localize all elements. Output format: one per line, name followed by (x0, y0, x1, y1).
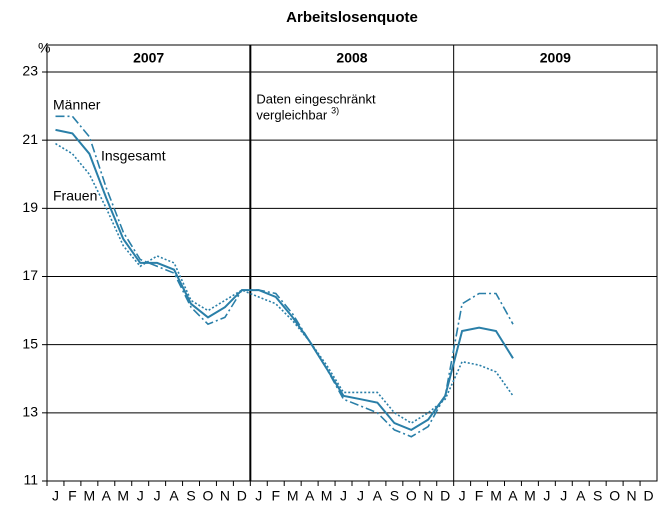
x-tick-label: O (609, 488, 620, 504)
y-tick-label: 15 (22, 335, 38, 351)
y-tick-label: 19 (22, 199, 38, 215)
x-tick-label: N (627, 488, 637, 504)
x-tick-label: J (137, 488, 144, 504)
x-tick-label: A (102, 488, 112, 504)
x-tick-label: F (271, 488, 280, 504)
series-label: Insgesamt (101, 148, 166, 164)
x-tick-label: M (321, 488, 333, 504)
x-tick-label: M (524, 488, 536, 504)
x-tick-label: A (508, 488, 518, 504)
x-tick-label: A (373, 488, 383, 504)
series-label: Frauen (53, 188, 97, 204)
x-tick-label: D (440, 488, 450, 504)
series-line (55, 128, 514, 432)
x-tick-label: O (406, 488, 417, 504)
x-tick-label: S (390, 488, 399, 504)
x-tick-label: J (340, 488, 347, 504)
x-tick-label: J (357, 488, 364, 504)
series-line (55, 142, 514, 425)
x-tick-label: A (169, 488, 179, 504)
series-label: Männer (53, 97, 101, 113)
series-line (55, 115, 514, 438)
x-tick-label: D (237, 488, 247, 504)
x-tick-label: N (220, 488, 230, 504)
x-tick-label: N (423, 488, 433, 504)
x-tick-label: J (459, 488, 466, 504)
year-label: 2007 (133, 50, 164, 66)
x-tick-label: F (68, 488, 77, 504)
x-tick-label: M (84, 488, 96, 504)
x-tick-label: J (255, 488, 262, 504)
x-tick-label: F (475, 488, 484, 504)
x-tick-label: O (203, 488, 214, 504)
y-tick-label: 23 (22, 63, 38, 79)
y-tick-label: 11 (23, 472, 38, 488)
x-tick-label: A (305, 488, 315, 504)
y-tick-label: 17 (22, 267, 38, 283)
chart-title: Arbeitslosenquote (286, 9, 418, 26)
annotation: Daten eingeschränkt (256, 91, 376, 106)
year-label: 2009 (540, 50, 571, 66)
x-tick-label: M (490, 488, 502, 504)
x-tick-label: J (560, 488, 567, 504)
annotation: vergleichbar (256, 107, 327, 122)
x-tick-label: M (117, 488, 129, 504)
x-tick-label: S (186, 488, 195, 504)
y-tick-label: 21 (22, 131, 38, 147)
annotation-note: 3) (331, 105, 339, 115)
x-tick-label: A (576, 488, 586, 504)
x-tick-label: J (543, 488, 550, 504)
x-tick-label: J (154, 488, 161, 504)
x-tick-label: J (52, 488, 59, 504)
y-unit: % (38, 40, 50, 56)
x-tick-label: M (287, 488, 299, 504)
year-label: 2008 (336, 50, 367, 66)
y-tick-label: 13 (22, 404, 38, 420)
x-tick-label: D (643, 488, 653, 504)
x-tick-label: S (593, 488, 602, 504)
